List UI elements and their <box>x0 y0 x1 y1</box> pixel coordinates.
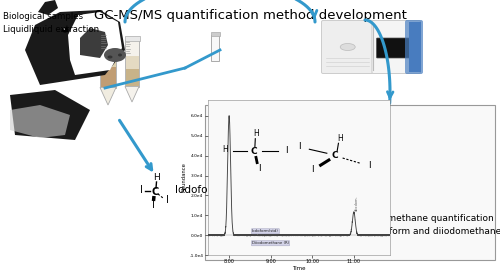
Text: Iodoform(std): Iodoform(std) <box>252 229 279 233</box>
Text: Iodoform: Iodoform <box>175 185 222 195</box>
Bar <box>100 35 116 87</box>
Ellipse shape <box>62 28 68 32</box>
X-axis label: Time: Time <box>292 266 306 270</box>
Text: diiodom.: diiodom. <box>355 195 359 211</box>
Polygon shape <box>80 28 108 58</box>
Text: H: H <box>254 129 259 138</box>
Y-axis label: Abundance: Abundance <box>182 163 186 193</box>
Text: I: I <box>140 185 142 195</box>
Text: H: H <box>222 145 228 154</box>
Text: C: C <box>250 147 258 156</box>
Ellipse shape <box>63 28 65 30</box>
Polygon shape <box>10 105 70 138</box>
Text: Halomethane quantification
of iodoform and diiodomethane: Halomethane quantification of iodoform a… <box>358 214 500 236</box>
Ellipse shape <box>340 43 355 50</box>
Bar <box>125 40 139 86</box>
Polygon shape <box>125 86 139 102</box>
FancyBboxPatch shape <box>376 38 412 58</box>
Bar <box>124 36 140 41</box>
Text: H: H <box>154 174 160 183</box>
Text: Biological samples
Liquidliquid extraction: Biological samples Liquidliquid extracti… <box>3 12 99 33</box>
FancyBboxPatch shape <box>322 21 374 73</box>
Text: C: C <box>152 187 158 197</box>
FancyBboxPatch shape <box>405 20 423 74</box>
Polygon shape <box>68 12 122 75</box>
Polygon shape <box>100 87 116 105</box>
Text: I: I <box>166 195 168 205</box>
Text: I: I <box>368 161 370 170</box>
Bar <box>205 105 495 260</box>
Bar <box>100 50 116 67</box>
Bar <box>409 22 421 72</box>
FancyBboxPatch shape <box>372 21 420 73</box>
Bar <box>126 56 138 69</box>
Text: I: I <box>285 146 288 154</box>
Text: I: I <box>311 166 314 174</box>
Polygon shape <box>38 0 58 15</box>
Bar <box>100 67 116 87</box>
Bar <box>210 32 220 36</box>
Text: I: I <box>258 164 260 173</box>
Ellipse shape <box>108 56 112 59</box>
Text: H: H <box>337 134 343 143</box>
Bar <box>100 31 116 36</box>
Polygon shape <box>25 10 125 85</box>
Text: Diiodomethane (R): Diiodomethane (R) <box>252 241 289 245</box>
Text: I: I <box>152 200 154 210</box>
Bar <box>126 69 138 86</box>
Ellipse shape <box>104 48 126 62</box>
Polygon shape <box>10 90 90 140</box>
Ellipse shape <box>118 53 122 56</box>
Bar <box>211 35 219 61</box>
Text: I: I <box>298 142 301 151</box>
Text: C: C <box>332 151 338 160</box>
Text: GC-MS/MS quantification method development: GC-MS/MS quantification method developme… <box>94 9 406 22</box>
